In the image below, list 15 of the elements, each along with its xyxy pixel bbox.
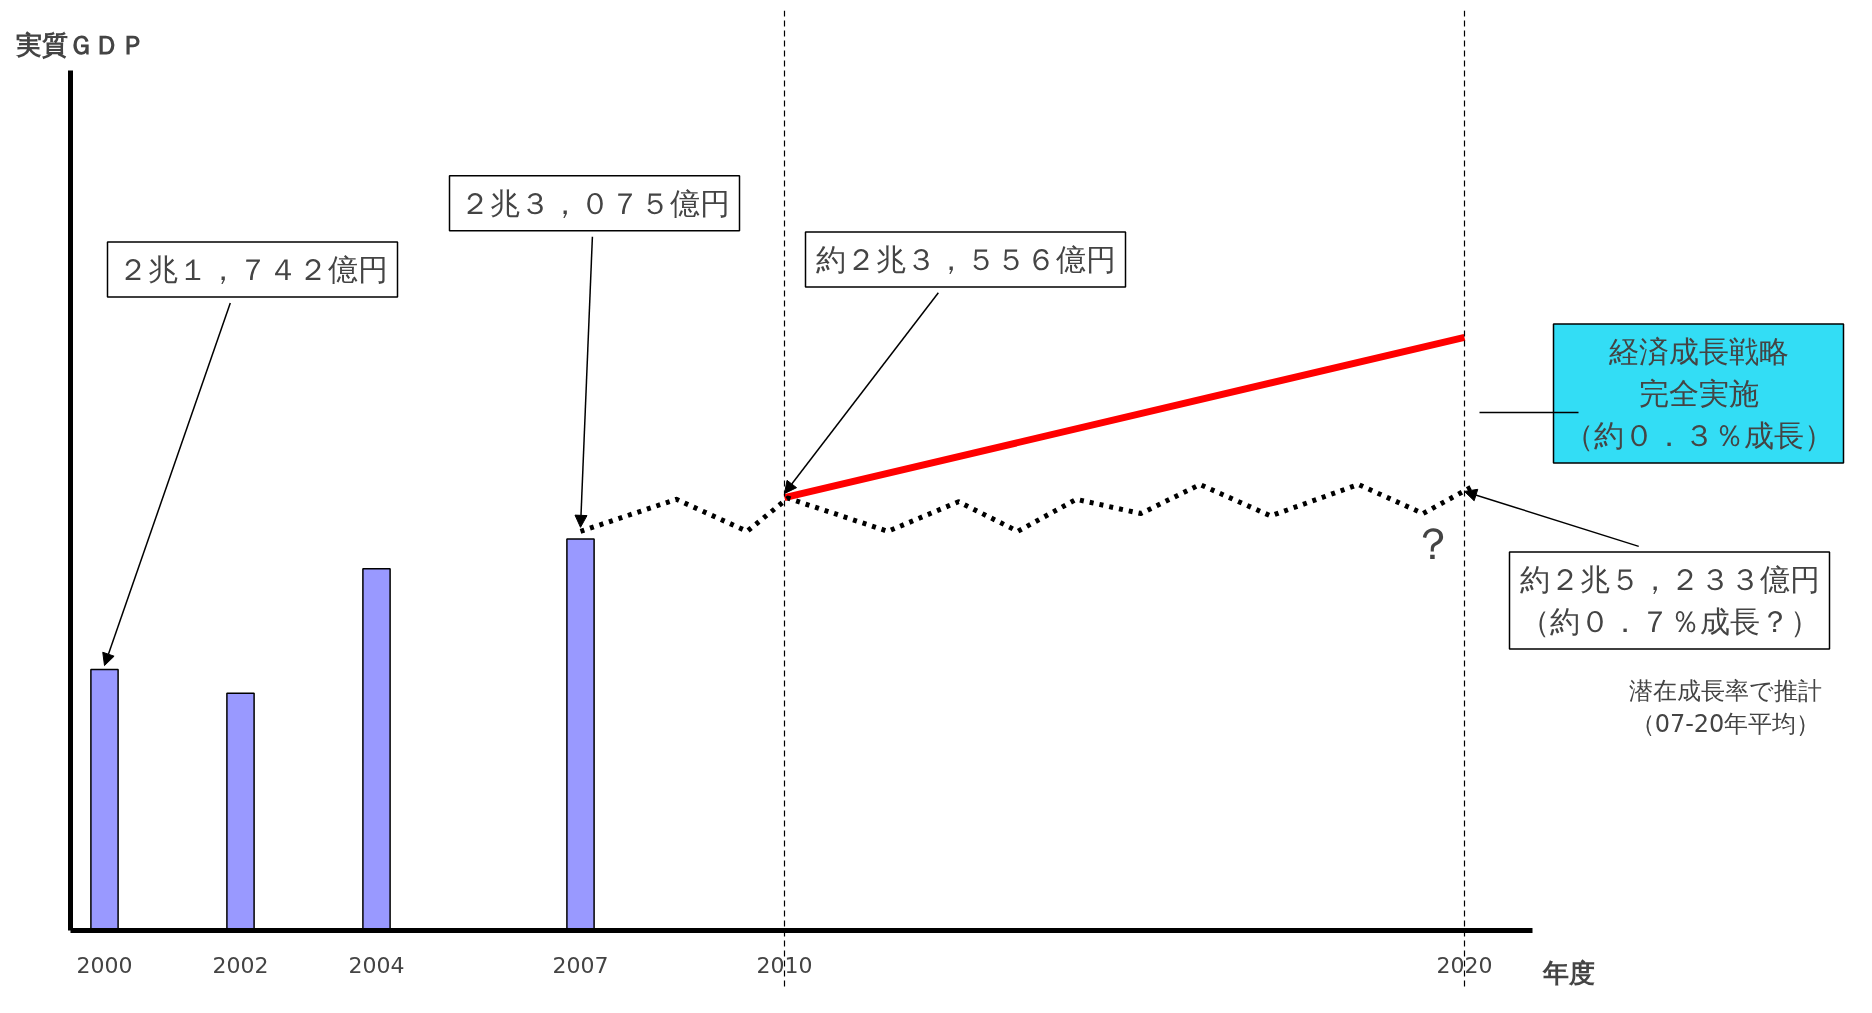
annotation: ？ (1410, 517, 1455, 569)
text: 潜在成長率で推計（07-20年平均） (1629, 676, 1822, 739)
x-tick-label: 2002 (212, 952, 269, 978)
text: 経済成長戦略完全実施（約０．３％成長） (1563, 334, 1834, 454)
annotation: 約２兆３，５５６億円 (815, 242, 1116, 278)
x-tick-label: 2004 (348, 952, 405, 978)
x-tick-label: 2010 (756, 952, 813, 978)
x-tick-label: 2007 (552, 952, 609, 978)
x-tick-label: 2020 (1436, 952, 1493, 978)
annotation: ２兆１，７４２億円 (117, 252, 388, 288)
x-tick-label: 2000 (76, 952, 133, 978)
x-axis-title: 年度 (1541, 957, 1595, 988)
annotation: 約２兆５，２３３億円（約０．７％成長？） (1519, 561, 1820, 639)
annotation: ２兆３，０７５億円 (459, 185, 730, 221)
y-axis-title: 実質ＧＤＰ (14, 30, 146, 61)
